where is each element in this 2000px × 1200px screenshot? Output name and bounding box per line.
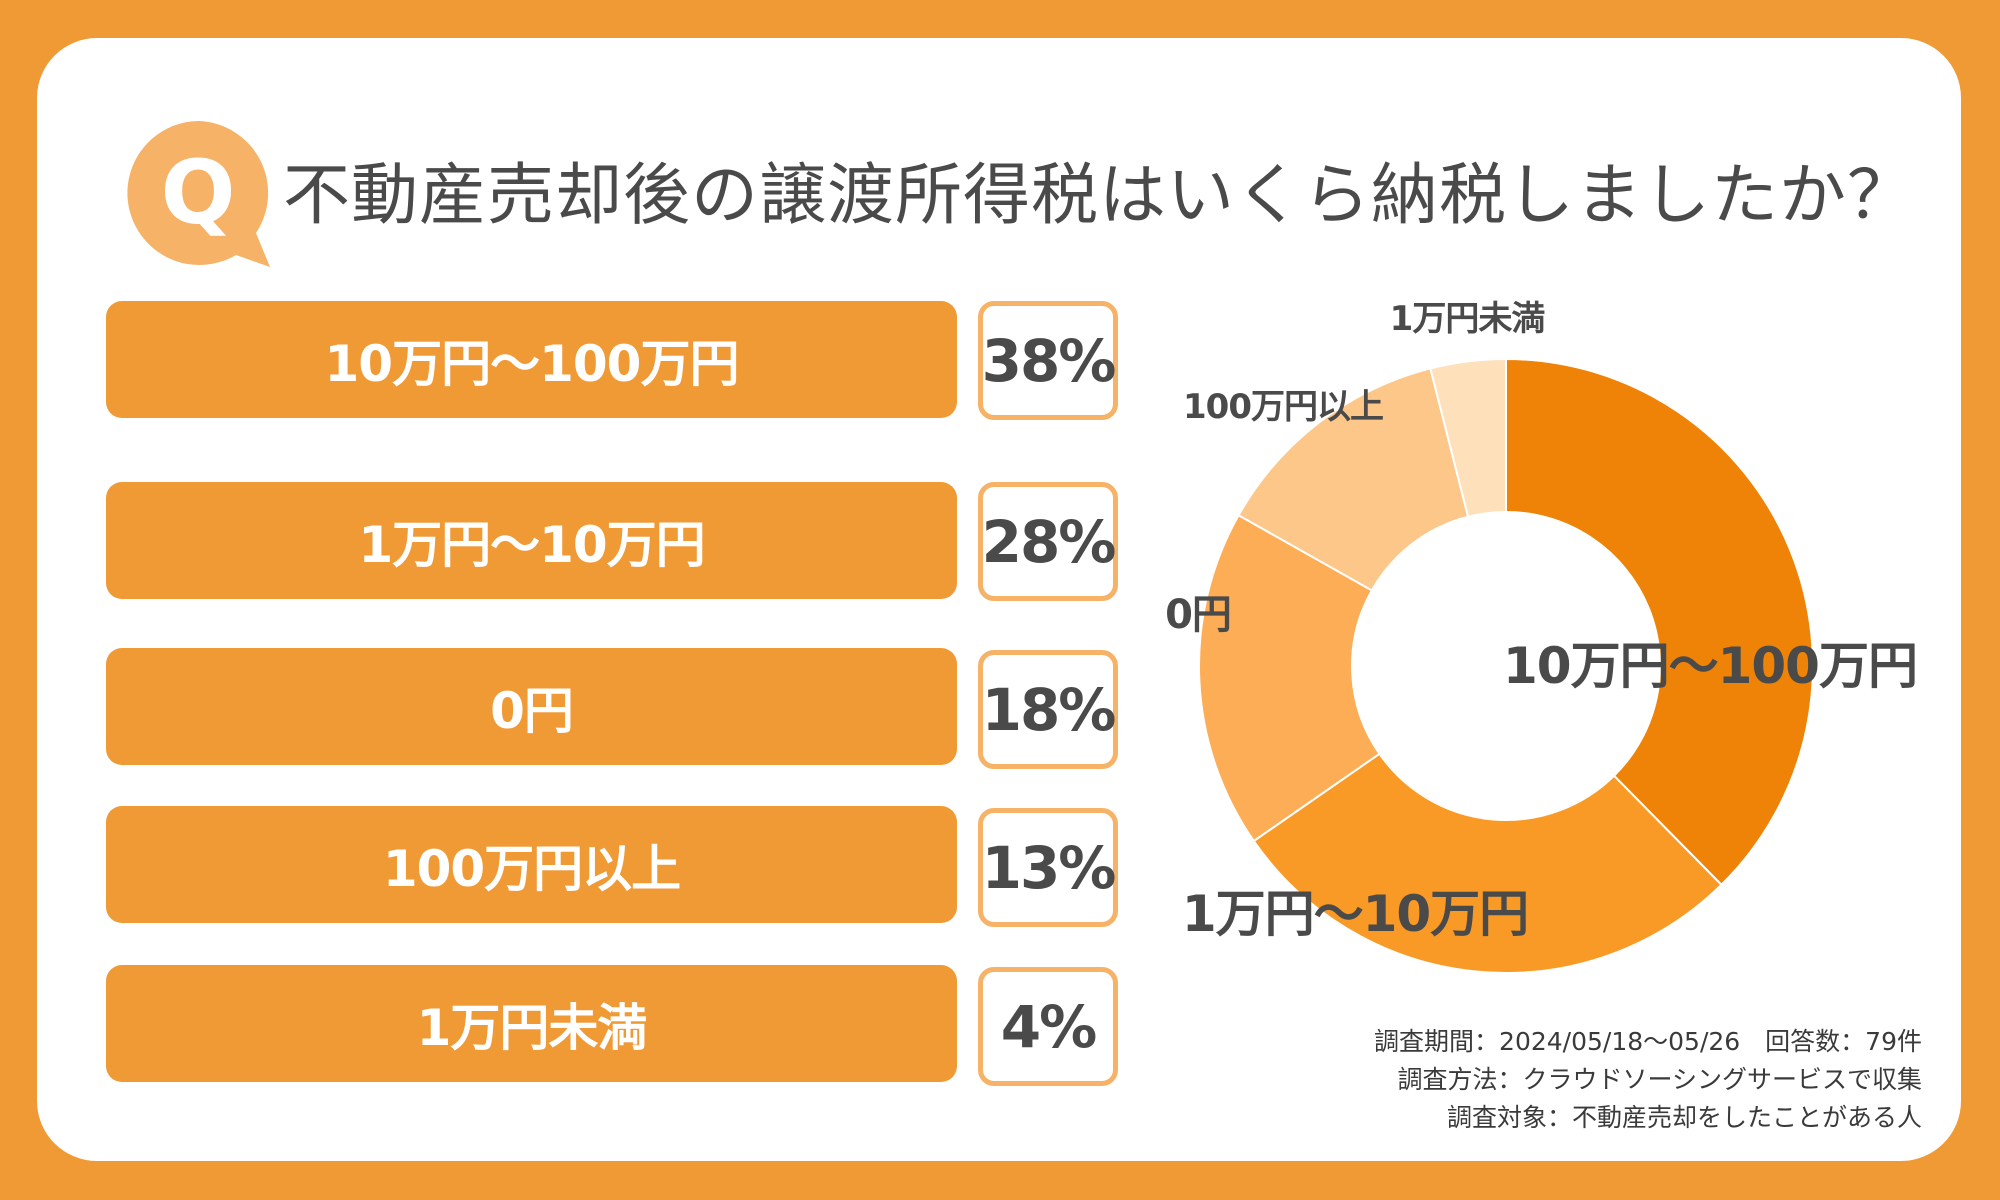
bar-label: 0円 <box>106 648 957 765</box>
footer-line: 調査方法：クラウドソーシングサービスで収集 <box>1397 1065 1922 1094</box>
slice-label: 1万円未満 <box>1390 299 1546 339</box>
donut-slice <box>1505 357 1814 887</box>
bar-label: 100万円以上 <box>106 806 957 923</box>
percent-label: 13% <box>978 808 1118 927</box>
q-badge-icon: Q <box>127 121 270 267</box>
slice-label: 10万円〜100万円 <box>1503 637 1917 695</box>
footer-line: 調査期間：2024/05/18〜05/26 回答数：79件 <box>1374 1027 1922 1056</box>
donut-slice <box>1237 367 1470 592</box>
slice-label: 1万円〜10万円 <box>1182 885 1528 943</box>
survey-footer: 調査期間：2024/05/18〜05/26 回答数：79件 調査方法：クラウドソ… <box>1374 1023 1922 1137</box>
bar-label: 10万円〜100万円 <box>106 301 957 418</box>
donut-slice <box>1252 752 1723 974</box>
percent-label: 38% <box>978 301 1118 420</box>
footer-line: 調査対象：不動産売却をしたことがある人 <box>1446 1103 1922 1132</box>
percent-label: 4% <box>978 967 1118 1086</box>
percent-label: 28% <box>978 482 1118 601</box>
slice-label: 0円 <box>1165 592 1231 638</box>
bar-label: 1万円〜10万円 <box>106 482 957 599</box>
bar-label: 1万円未満 <box>106 965 957 1082</box>
percent-label: 18% <box>978 650 1118 769</box>
q-letter: Q <box>161 141 236 244</box>
donut-slice <box>1197 513 1381 843</box>
donut-slice <box>1429 357 1507 518</box>
page-title: 不動産売却後の譲渡所得税はいくら納税しましたか？ <box>283 156 1915 234</box>
slice-label: 100万円以上 <box>1183 387 1383 427</box>
